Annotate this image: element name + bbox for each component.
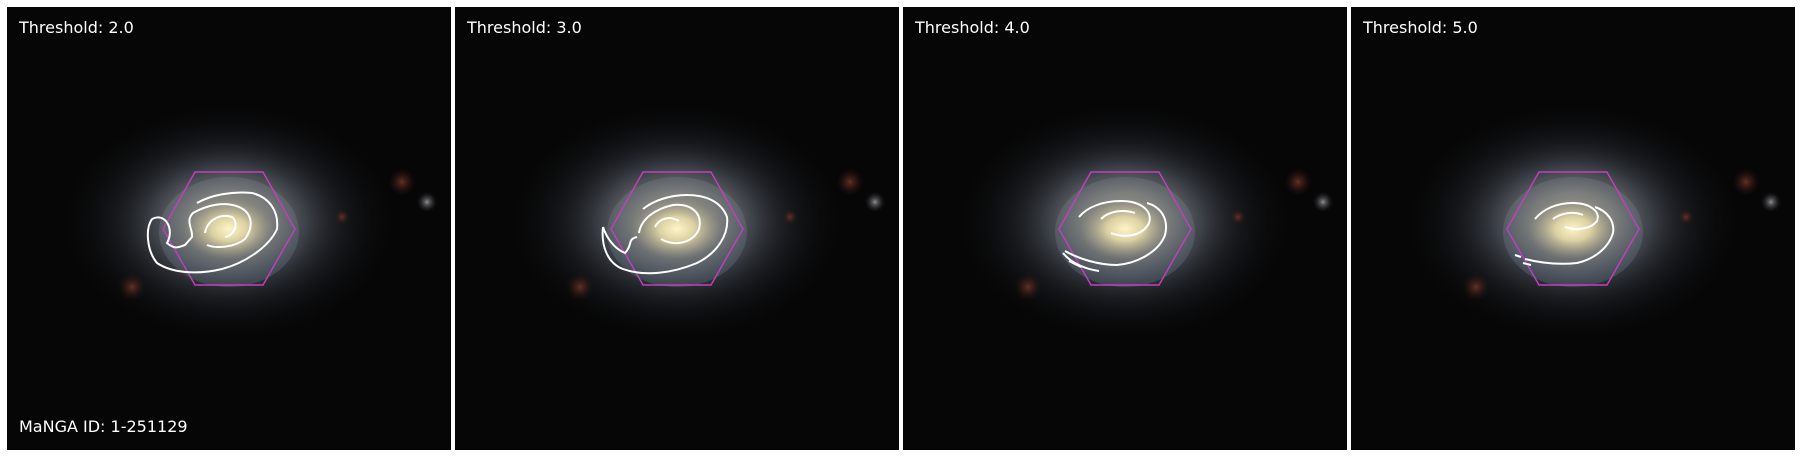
spiral-contour [1514, 201, 1615, 266]
spiral-contour [1062, 199, 1167, 272]
manga-id-label: MaNGA ID: 1-251129 [19, 417, 188, 436]
panel-threshold-4: Threshold: 4.0 [903, 7, 1347, 450]
galaxy-image [903, 7, 1347, 450]
threshold-label: Threshold: 2.0 [19, 18, 134, 37]
panel-threshold-3: Threshold: 3.0 [455, 7, 899, 450]
ifu-hexagon [1058, 171, 1192, 286]
galaxy-image [1351, 7, 1795, 450]
ifu-hexagon [162, 171, 296, 286]
threshold-label: Threshold: 3.0 [467, 18, 582, 37]
panel-threshold-2: Threshold: 2.0 MaNGA ID: 1-251129 [7, 7, 451, 450]
galaxy-image [7, 7, 451, 450]
ifu-hexagon [610, 171, 744, 286]
galaxy-image [455, 7, 899, 450]
ifu-hexagon [1506, 171, 1640, 286]
spiral-contour [146, 191, 279, 274]
panel-threshold-5: Threshold: 5.0 [1351, 7, 1795, 450]
threshold-label: Threshold: 5.0 [1363, 18, 1478, 37]
threshold-label: Threshold: 4.0 [915, 18, 1030, 37]
spiral-contour [601, 193, 729, 275]
